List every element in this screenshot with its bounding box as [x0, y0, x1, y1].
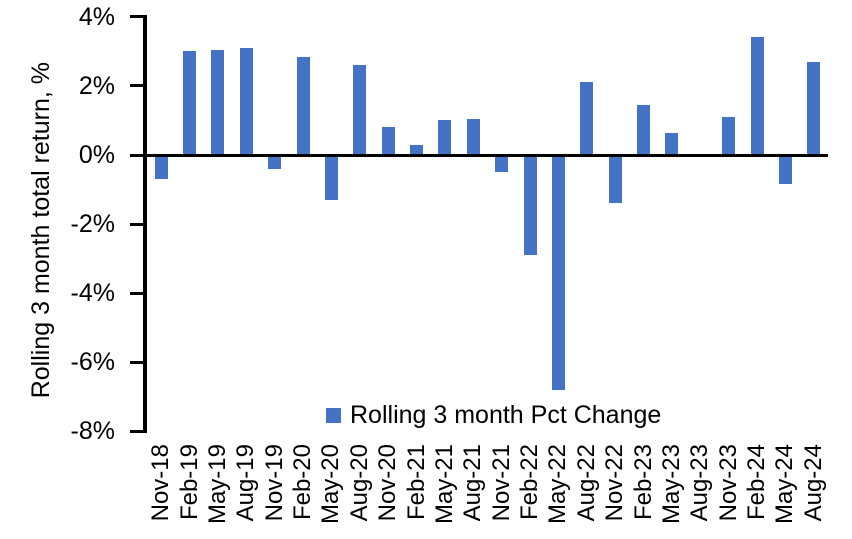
bar [353, 65, 366, 155]
x-axis-tick-label: Aug-20 [346, 444, 373, 522]
x-axis-tick-label-text: Feb-20 [289, 444, 316, 521]
y-axis-tick [130, 430, 147, 433]
x-axis-tick-label-text: May-20 [317, 444, 344, 525]
x-axis-tick-label: Aug-21 [459, 444, 486, 522]
x-axis-tick-label-text: Aug-21 [459, 444, 486, 522]
legend-swatch [326, 407, 341, 423]
x-axis-tick-label-text: Aug-19 [232, 444, 259, 522]
y-axis-tick-label: -4% [70, 279, 115, 307]
y-axis-tick-label: -6% [70, 348, 115, 376]
bar [183, 51, 196, 155]
x-axis-tick-label: May-23 [658, 444, 685, 525]
x-axis-tick-label-text: Nov-18 [147, 444, 174, 522]
bar [438, 120, 451, 155]
legend-label: Rolling 3 month Pct Change [350, 401, 662, 429]
x-axis-tick-label-text: Aug-20 [346, 444, 373, 522]
bar [268, 155, 281, 169]
y-axis-tick [130, 15, 147, 18]
x-axis-tick-label: Nov-18 [147, 444, 174, 522]
x-axis-tick-label: May-20 [317, 444, 344, 525]
bar [807, 62, 820, 155]
x-axis-tick-label-text: Feb-22 [516, 444, 543, 521]
x-axis-tick-label: May-22 [544, 444, 571, 525]
x-axis-tick-label: Feb-19 [176, 444, 203, 521]
bar [240, 48, 253, 155]
x-axis-tick-label-text: Aug-24 [800, 444, 827, 522]
bar [580, 82, 593, 155]
x-axis-tick-label: Feb-20 [289, 444, 316, 521]
bar [665, 133, 678, 155]
x-axis-tick-label: Aug-22 [573, 444, 600, 522]
x-axis-tick-label: May-21 [431, 444, 458, 525]
x-axis-tick-label-text: May-24 [771, 444, 798, 525]
y-axis-tick [130, 292, 147, 295]
x-axis-tick-label-text: May-23 [658, 444, 685, 525]
y-axis-tick [130, 361, 147, 364]
bar [467, 119, 480, 155]
x-axis-tick-label: Nov-19 [261, 444, 288, 522]
bar [211, 50, 224, 155]
x-axis-tick-label-text: May-21 [431, 444, 458, 525]
x-axis-tick-label-text: May-19 [204, 444, 231, 525]
bar [751, 37, 764, 155]
y-axis-tick [130, 223, 147, 226]
x-axis-tick-label: Nov-21 [488, 444, 515, 522]
x-axis-tick-label-text: May-22 [544, 444, 571, 525]
x-axis-tick-label-text: Feb-19 [176, 444, 203, 521]
x-axis-tick-label: Feb-23 [630, 444, 657, 521]
y-axis-tick [130, 84, 147, 87]
bar [524, 155, 537, 255]
bar [325, 155, 338, 200]
x-axis-tick-label: Nov-23 [715, 444, 742, 522]
x-axis-tick-label: Feb-21 [403, 444, 430, 521]
bar [382, 127, 395, 155]
bar [410, 145, 423, 155]
bar [297, 57, 310, 155]
y-axis-tick-label: 0% [78, 141, 115, 169]
x-axis-tick-label: Aug-24 [800, 444, 827, 522]
x-axis-tick-label: Nov-20 [374, 444, 401, 522]
bar [552, 155, 565, 390]
x-axis-tick-label-text: Nov-21 [488, 444, 515, 522]
x-axis-tick-label: Aug-19 [232, 444, 259, 522]
y-axis-tick-label: 4% [78, 3, 115, 31]
legend: Rolling 3 month Pct Change [326, 400, 661, 430]
bar [637, 105, 650, 155]
x-axis-tick-label-text: Aug-22 [573, 444, 600, 522]
x-axis-tick-label-text: Nov-22 [601, 444, 628, 522]
bar [779, 155, 792, 184]
y-axis-tick-label: -2% [70, 210, 115, 238]
x-axis-tick-label-text: Feb-23 [630, 444, 657, 521]
y-axis-tick-label: -8% [70, 417, 115, 445]
bar [155, 155, 168, 179]
x-axis-tick-label: Feb-24 [743, 444, 770, 521]
x-axis-tick-label-text: Feb-24 [743, 444, 770, 521]
x-axis-tick-label: Feb-22 [516, 444, 543, 521]
x-axis-tick-label-text: Nov-23 [715, 444, 742, 522]
x-axis-tick-label-text: Nov-20 [374, 444, 401, 522]
y-axis-tick-label: 2% [78, 72, 115, 100]
bar [495, 155, 508, 172]
bar [609, 155, 622, 203]
x-axis-tick-label: May-24 [771, 444, 798, 525]
x-axis-tick-label-text: Nov-19 [261, 444, 288, 522]
x-axis-tick-label-text: Aug-23 [686, 444, 713, 522]
x-axis-tick-label: Aug-23 [686, 444, 713, 522]
x-axis-zero-line [147, 154, 828, 157]
y-axis-tick [130, 154, 147, 157]
x-axis-tick-label-text: Feb-21 [403, 444, 430, 521]
bar [722, 117, 735, 155]
x-axis-tick-label: May-19 [204, 444, 231, 525]
x-axis-tick-label: Nov-22 [601, 444, 628, 522]
